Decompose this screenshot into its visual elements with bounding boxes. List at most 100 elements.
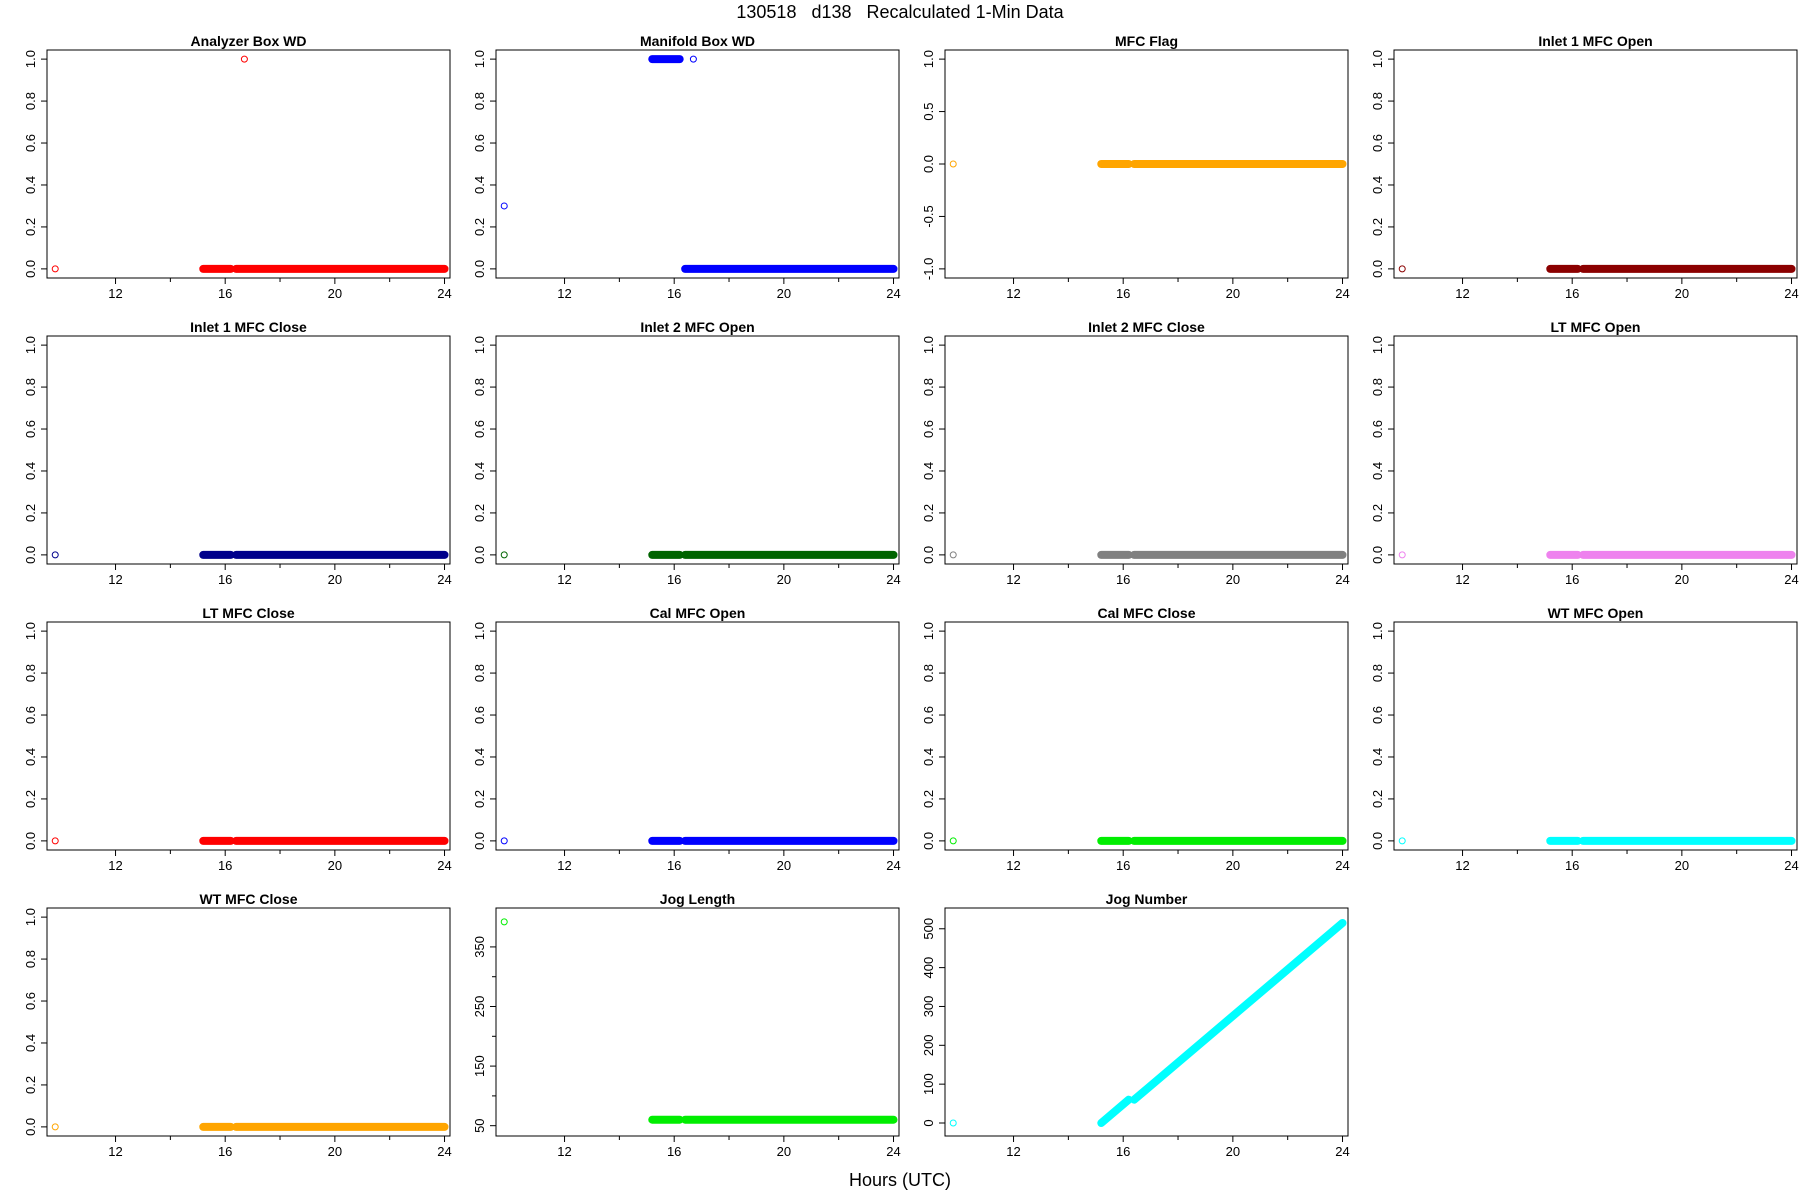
y-tick-label: 0.6	[921, 706, 936, 724]
y-tick-label: 0.0	[23, 260, 38, 278]
y-tick-label: 0.2	[472, 218, 487, 236]
plot-frame	[495, 335, 900, 565]
y-tick-label: 0.8	[23, 950, 38, 968]
plot-5: Inlet 1 MFC Close 12 16 20 24 0.0 0.2 0.4 0.6 0.8…	[23, 319, 452, 587]
x-tick-label: 16	[667, 1144, 681, 1159]
y-tick-label: 0.6	[1370, 706, 1385, 724]
x-tick-label: 24	[1335, 858, 1349, 873]
plot-frame	[46, 335, 451, 565]
plot-frame	[1393, 335, 1798, 565]
y-tick-label: 1.0	[921, 50, 936, 68]
y-tick-label: 0.2	[1370, 218, 1385, 236]
y-tick-label: 0.2	[1370, 790, 1385, 808]
y-tick-label: 0.2	[921, 790, 936, 808]
x-tick-label: 20	[1675, 858, 1689, 873]
x-tick-label: 24	[886, 1144, 900, 1159]
y-tick-label: 1.0	[1370, 622, 1385, 640]
y-tick-label: 0.6	[23, 992, 38, 1010]
plot-12: WT MFC Open 12 16 20 24 0.0 0.2 0.4 0.6 0.8 1.0	[1370, 605, 1799, 873]
y-tick-label: 0.0	[921, 155, 936, 173]
x-tick-label: 20	[1226, 858, 1240, 873]
data-point	[240, 55, 248, 63]
y-tick-label: 200	[921, 1034, 936, 1056]
x-tick-label: 24	[1784, 858, 1798, 873]
y-tick-label: 0.4	[1370, 462, 1385, 480]
y-tick-label: 50	[472, 1118, 487, 1132]
y-tick-label: 0.2	[921, 504, 936, 522]
y-tick-label: 0.4	[1370, 176, 1385, 194]
plot-frame	[46, 907, 451, 1137]
x-tick-label: 12	[1455, 858, 1469, 873]
x-tick-label: 24	[1335, 286, 1349, 301]
y-tick-label: 0.6	[1370, 420, 1385, 438]
x-tick-label: 12	[1455, 286, 1469, 301]
plot-3: MFC Flag 12 16 20 24 -1.0 -0.5 0.0 0.5 1.0	[921, 33, 1350, 301]
y-tick-label: 250	[472, 996, 487, 1018]
x-tick-label: 24	[1784, 572, 1798, 587]
y-tick-label: 150	[472, 1055, 487, 1077]
data-point	[1398, 837, 1406, 845]
y-tick-label: 0.2	[1370, 504, 1385, 522]
y-tick-label: 0.0	[23, 546, 38, 564]
x-axis-label: Hours (UTC)	[849, 1170, 951, 1190]
data-point	[949, 837, 957, 845]
x-tick-label: 12	[1006, 286, 1020, 301]
plot-title: Analyzer Box WD	[191, 33, 307, 49]
y-tick-label: 0.4	[23, 1034, 38, 1052]
plot-title: WT MFC Close	[200, 891, 298, 907]
y-tick-label: 1.0	[921, 336, 936, 354]
plot-title: Jog Number	[1106, 891, 1188, 907]
x-tick-label: 16	[1116, 572, 1130, 587]
y-tick-label: 0.0	[23, 832, 38, 850]
y-tick-label: 0.4	[23, 462, 38, 480]
x-tick-label: 16	[1116, 286, 1130, 301]
y-tick-label: 0.0	[472, 260, 487, 278]
y-tick-label: 300	[921, 996, 936, 1018]
plot-frame	[944, 621, 1349, 851]
x-tick-label: 12	[557, 1144, 571, 1159]
y-tick-label: 0.8	[472, 92, 487, 110]
x-tick-label: 12	[1006, 572, 1020, 587]
y-tick-label: 0.0	[921, 546, 936, 564]
y-tick-label: 0.4	[23, 748, 38, 766]
x-tick-label: 16	[218, 572, 232, 587]
y-tick-label: 1.0	[23, 336, 38, 354]
data-point	[51, 551, 59, 559]
plot-frame	[1393, 621, 1798, 851]
data-point	[51, 837, 59, 845]
x-tick-label: 20	[777, 572, 791, 587]
x-tick-label: 12	[1006, 1144, 1020, 1159]
data-series	[1097, 1095, 1133, 1127]
plot-title: LT MFC Close	[202, 605, 295, 621]
x-tick-label: 24	[437, 572, 451, 587]
y-tick-label: 0.6	[472, 134, 487, 152]
y-tick-label: 0.8	[472, 664, 487, 682]
main-title: 130518 d138 Recalculated 1-Min Data	[736, 2, 1064, 22]
y-tick-label: 0.5	[921, 103, 936, 121]
y-tick-label: 0.8	[921, 378, 936, 396]
plot-title: WT MFC Open	[1548, 605, 1644, 621]
y-tick-label: 0.8	[23, 92, 38, 110]
plot-7: Inlet 2 MFC Close 12 16 20 24 0.0 0.2 0.4 0.6 0.8…	[921, 319, 1350, 587]
x-tick-label: 16	[1565, 572, 1579, 587]
plot-4: Inlet 1 MFC Open 12 16 20 24 0.0 0.2 0.4 0.6 0.8 1…	[1370, 33, 1799, 301]
data-point	[500, 551, 508, 559]
y-tick-label: 0.6	[23, 420, 38, 438]
y-tick-label: 0.2	[23, 504, 38, 522]
plot-6: Inlet 2 MFC Open 12 16 20 24 0.0 0.2 0.4 0.6 0.8 1…	[472, 319, 901, 587]
plot-10: Cal MFC Open 12 16 20 24 0.0 0.2 0.4 0.6 0.8 1.0	[472, 605, 901, 873]
x-tick-label: 16	[1116, 858, 1130, 873]
y-tick-label: 0.4	[472, 748, 487, 766]
y-tick-label: 0.6	[23, 706, 38, 724]
y-tick-label: 0.6	[472, 420, 487, 438]
x-tick-label: 20	[328, 286, 342, 301]
x-tick-label: 24	[437, 858, 451, 873]
data-point	[949, 160, 957, 168]
y-tick-label: 0.8	[1370, 378, 1385, 396]
y-tick-label: 0.2	[472, 790, 487, 808]
y-tick-label: 0.0	[1370, 260, 1385, 278]
y-tick-label: 0.0	[1370, 546, 1385, 564]
y-tick-label: 1.0	[23, 622, 38, 640]
y-tick-label: 1.0	[921, 622, 936, 640]
y-tick-label: 0.8	[1370, 664, 1385, 682]
